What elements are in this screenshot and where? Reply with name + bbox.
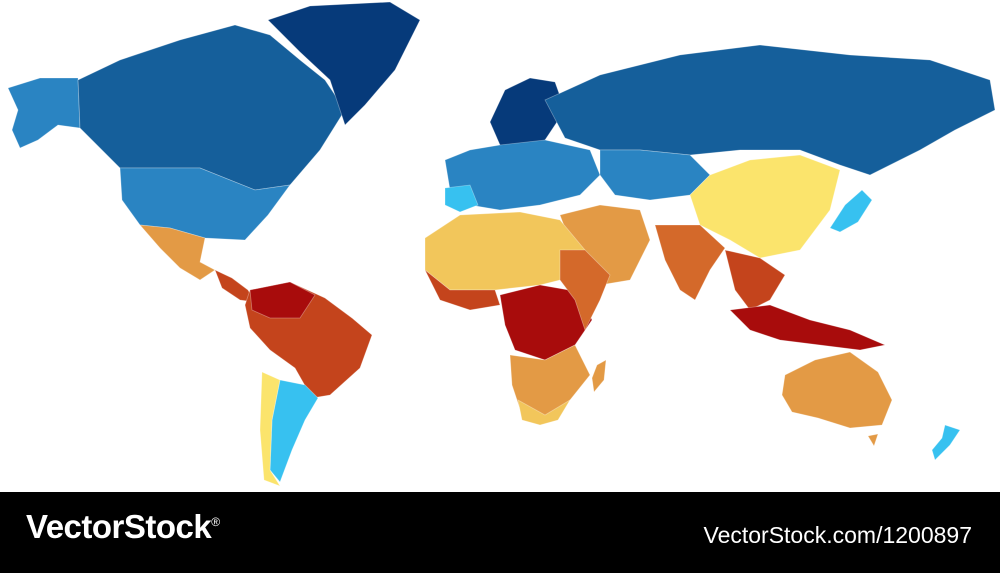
madagascar (591, 359, 607, 393)
japan (829, 189, 873, 233)
watermark-bar: VectorStock® VectorStock.com/1200897 (0, 492, 1000, 573)
new-zealand (931, 424, 961, 461)
watermark-reference: VectorStock.com/1200897 (703, 522, 973, 548)
watermark-brand: VectorStock® (26, 508, 220, 546)
argentina (269, 379, 319, 483)
usa (119, 167, 291, 241)
tasmania (867, 433, 879, 447)
southeast-asia (724, 249, 786, 311)
registered-mark: ® (211, 515, 220, 529)
iberia (444, 184, 479, 213)
west-africa (424, 269, 501, 311)
world-map (7, 1, 996, 487)
australia (781, 351, 893, 429)
alaska (7, 77, 81, 149)
east-africa (559, 249, 611, 332)
south-africa (517, 399, 571, 426)
watermark-brand-text: VectorStock (26, 508, 212, 545)
chile (259, 371, 281, 487)
indonesia (729, 304, 887, 351)
colombia-venezuela (249, 281, 316, 319)
india (654, 224, 726, 301)
china-mongolia (689, 154, 841, 259)
greenland (267, 1, 421, 126)
